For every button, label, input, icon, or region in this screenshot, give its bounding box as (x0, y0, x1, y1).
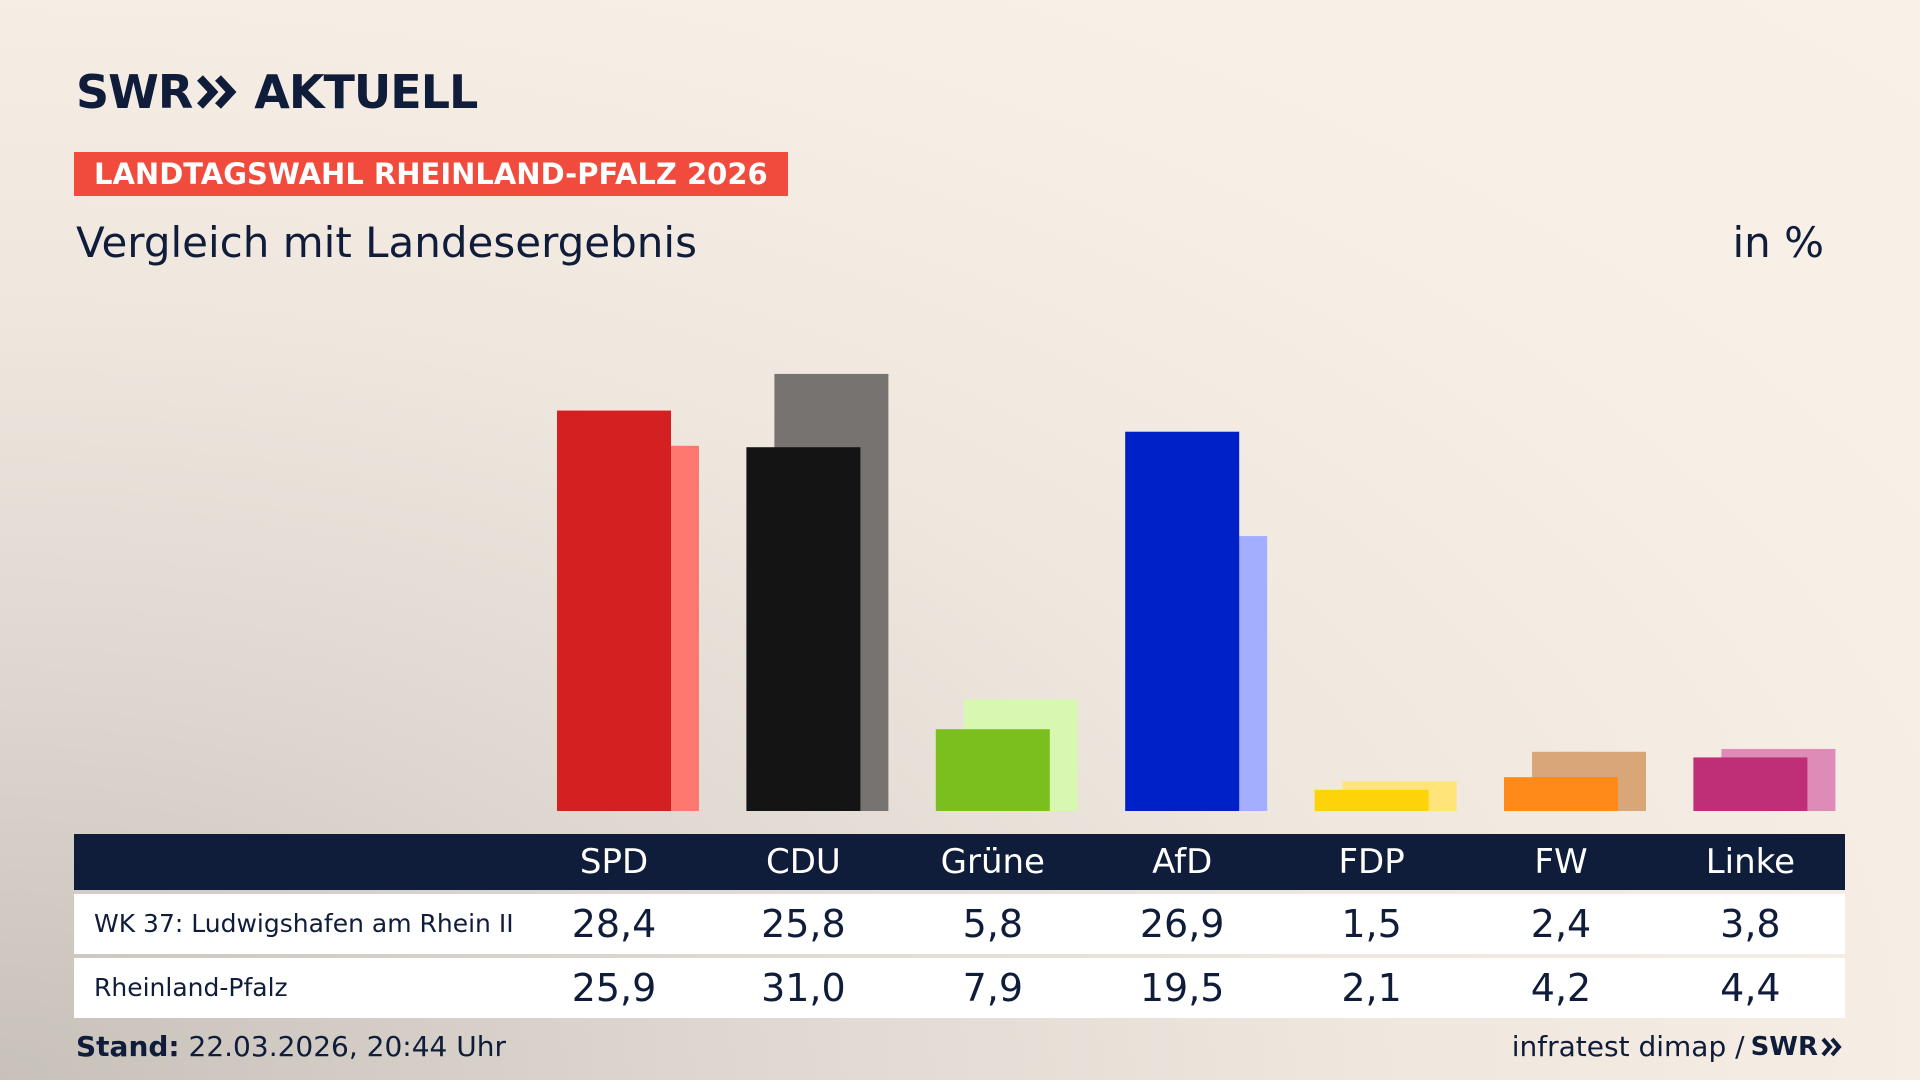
value-state-spd: 25,9 (571, 966, 657, 1010)
value-district-fdp: 1,5 (1341, 902, 1402, 946)
bar-district-spd (557, 410, 671, 811)
header-party-linke: Linke (1705, 842, 1796, 882)
logo-aktuell-text: AKTUELL (254, 65, 478, 119)
chart-subtitle: Vergleich mit Landesergebnis (76, 218, 697, 267)
unit-label: in % (1732, 218, 1824, 267)
value-state-cdu: 31,0 (761, 966, 846, 1010)
swr-aktuell-logo: SWR AKTUELL (76, 62, 478, 122)
results-table: SPD CDU Grüne AfD FDP FW Linke WK 37: Ludwigsh… (74, 834, 1845, 1018)
value-state-gruene: 7,9 (962, 966, 1024, 1010)
value-district-fw: 2,4 (1530, 902, 1592, 946)
double-chevron-right-icon (1821, 1037, 1842, 1056)
double-chevron-right-icon (197, 75, 237, 109)
header-party-fdp: FDP (1338, 842, 1405, 882)
row-label-district: WK 37: Ludwigshafen am Rhein II (94, 909, 514, 938)
source-credit: infratest dimap / SWR (1512, 1030, 1844, 1063)
value-state-linke: 4,4 (1720, 966, 1781, 1010)
value-district-cdu: 25,8 (761, 902, 846, 946)
header-party-afd: AfD (1152, 842, 1213, 882)
bar-district-afd (1125, 431, 1240, 811)
value-district-gruene: 5,8 (962, 902, 1024, 946)
timestamp: Stand: 22.03.2026, 20:44 Uhr (76, 1030, 506, 1063)
election-badge: LANDTAGSWAHL RHEINLAND-PFALZ 2026 (74, 152, 788, 196)
header-party-fw: FW (1534, 842, 1588, 882)
bar-district-fdp (1314, 789, 1429, 811)
value-state-fdp: 2,1 (1341, 966, 1402, 1010)
source-text: infratest dimap / (1511, 1030, 1745, 1063)
value-district-linke: 3,8 (1720, 902, 1781, 946)
logo-swr-text: SWR (76, 65, 193, 119)
table-header: SPD CDU Grüne AfD FDP FW Linke (74, 834, 1845, 890)
stand-label: Stand: (76, 1030, 180, 1063)
bar-district-cdu (746, 447, 861, 811)
header-party-gruene: Grüne (940, 842, 1045, 882)
row-label-state: Rheinland-Pfalz (94, 973, 288, 1002)
stand-value: 22.03.2026, 20:44 Uhr (188, 1030, 506, 1063)
bar-district-fw (1504, 777, 1618, 811)
swr-small-logo-text: SWR (1750, 1031, 1818, 1062)
table-row-state: Rheinland-Pfalz 25,9 31,0 7,9 19,5 2,1 4,2 4,4 (74, 958, 1845, 1018)
value-state-afd: 19,5 (1139, 966, 1225, 1010)
value-district-afd: 26,9 (1139, 902, 1225, 946)
swr-small-logo: SWR (1751, 1032, 1844, 1062)
value-district-spd: 28,4 (571, 902, 657, 946)
header-party-cdu: CDU (765, 842, 841, 882)
value-state-fw: 4,2 (1530, 966, 1592, 1010)
table-row-district: WK 37: Ludwigshafen am Rhein II 28,4 25,8… (74, 894, 1845, 954)
header-party-spd: SPD (579, 842, 649, 882)
bar-district-linke (1693, 757, 1808, 811)
bar-district-gruene (935, 729, 1050, 811)
